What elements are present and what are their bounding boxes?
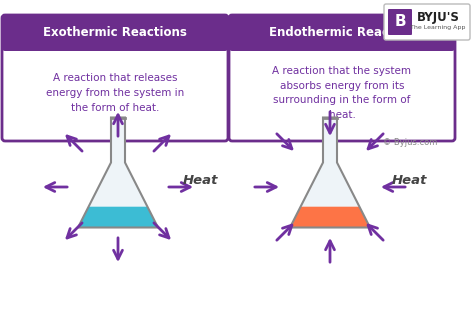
- FancyBboxPatch shape: [2, 15, 228, 141]
- Polygon shape: [78, 117, 158, 228]
- Text: BYJU'S: BYJU'S: [417, 11, 459, 24]
- Text: Heat: Heat: [392, 174, 428, 187]
- Text: B: B: [394, 15, 406, 29]
- FancyBboxPatch shape: [229, 15, 455, 141]
- Polygon shape: [78, 207, 158, 228]
- Bar: [5, 33, 225, 48]
- Bar: [232, 33, 452, 48]
- Text: The Learning App: The Learning App: [410, 25, 465, 30]
- Polygon shape: [290, 117, 370, 228]
- Text: A reaction that the system
absorbs energy from its
surrounding in the form of
he: A reaction that the system absorbs energ…: [273, 66, 411, 120]
- Text: Exothermic Reactions: Exothermic Reactions: [43, 25, 187, 38]
- Polygon shape: [290, 207, 370, 228]
- FancyBboxPatch shape: [384, 4, 470, 40]
- Text: Heat: Heat: [183, 174, 219, 187]
- FancyBboxPatch shape: [2, 15, 228, 51]
- Text: A reaction that releases
energy from the system in
the form of heat.: A reaction that releases energy from the…: [46, 73, 184, 113]
- FancyBboxPatch shape: [229, 15, 455, 51]
- Text: Endothermic Reaction: Endothermic Reaction: [269, 25, 415, 38]
- Text: © Byjus.com: © Byjus.com: [383, 138, 437, 147]
- FancyBboxPatch shape: [388, 9, 412, 35]
